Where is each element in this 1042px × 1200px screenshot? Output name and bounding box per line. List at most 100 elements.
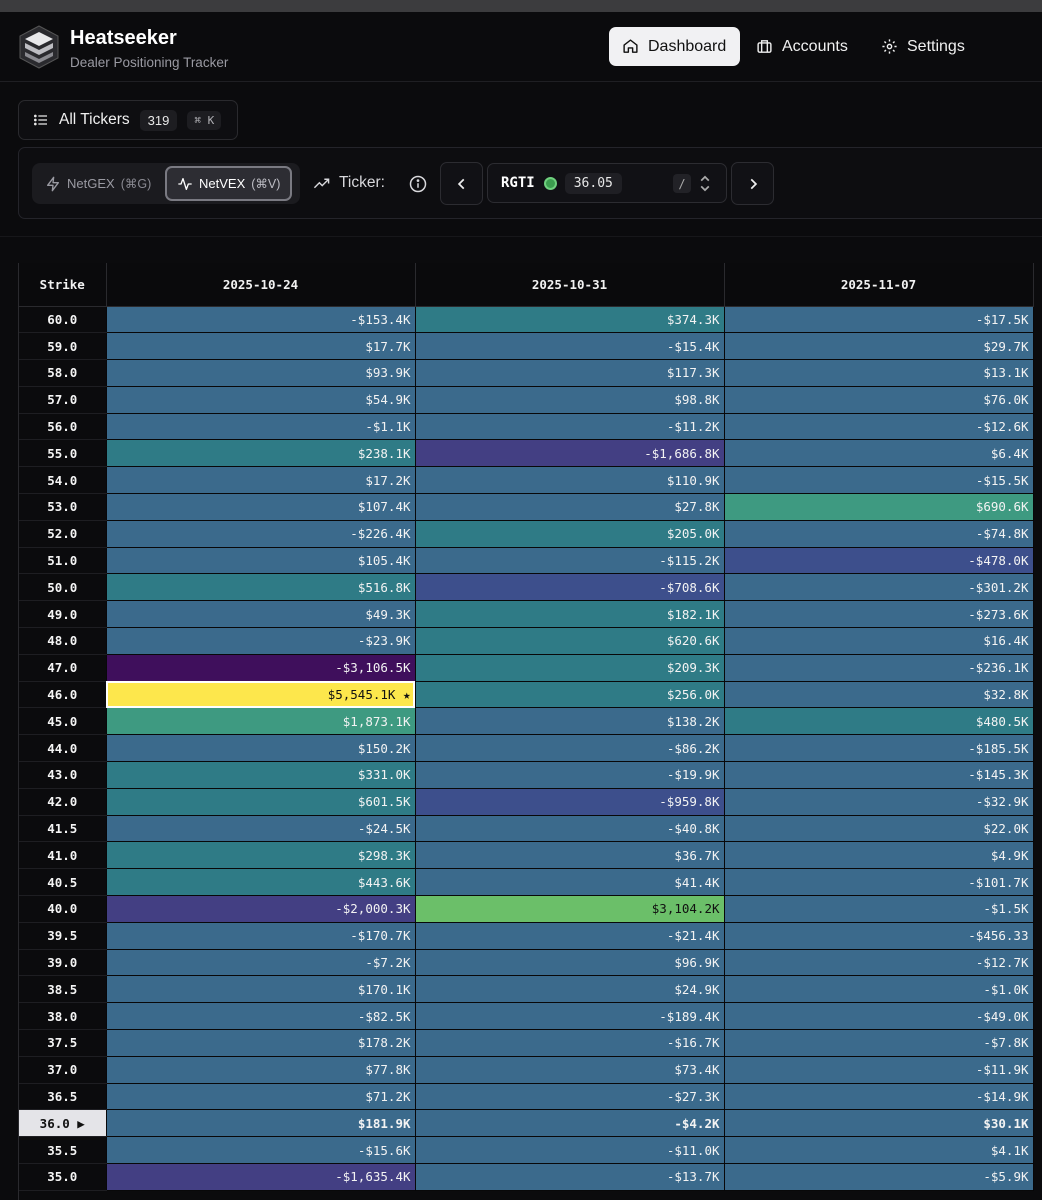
heatmap-cell[interactable]: -$21.4K (415, 922, 725, 950)
heatmap-cell[interactable]: -$273.6K (724, 600, 1034, 629)
heatmap-cell[interactable]: -$15.5K (724, 466, 1034, 495)
netgex-toggle[interactable]: NetGEX (⌘G) (35, 166, 161, 201)
heatmap-cell[interactable]: -$2,000.3K (106, 895, 416, 923)
heatmap-cell[interactable]: $238.1K (106, 439, 416, 468)
heatmap-cell[interactable]: $374.3K (415, 306, 725, 334)
heatmap-cell[interactable]: -$15.4K (415, 332, 725, 361)
heatmap-cell[interactable]: $36.7K (415, 841, 725, 870)
heatmap-cell[interactable]: $77.8K (106, 1056, 416, 1084)
heatmap-cell[interactable]: $32.8K (724, 681, 1034, 709)
heatmap-cell[interactable]: -$86.2K (415, 734, 725, 763)
heatmap-cell[interactable]: $516.8K (106, 573, 416, 602)
heatmap-cell[interactable]: -$478.0K (724, 547, 1034, 575)
heatmap-cell[interactable]: -$1.0K (724, 975, 1034, 1004)
heatmap-cell[interactable]: $3,104.2K (415, 895, 725, 923)
expiration-header[interactable]: 2025-10-31 (415, 263, 725, 307)
heatmap-cell[interactable]: -$3,106.5K (106, 654, 416, 682)
heatmap-cell[interactable]: $22.0K (724, 815, 1034, 843)
heatmap-cell[interactable]: $41.4K (415, 868, 725, 897)
heatmap-table-container[interactable]: Strike 2025-10-24 2025-10-31 2025-11-07 … (18, 263, 1042, 1200)
heatmap-cell[interactable]: $105.4K (106, 547, 416, 575)
heatmap-cell[interactable]: -$226.4K (106, 520, 416, 548)
heatmap-cell[interactable]: $443.6K (106, 868, 416, 897)
heatmap-cell[interactable]: $13.1K (724, 359, 1034, 387)
heatmap-cell[interactable]: -$15.6K (106, 1136, 416, 1164)
heatmap-cell[interactable]: -$19.9K (415, 761, 725, 789)
heatmap-cell[interactable]: -$1,686.8K (415, 439, 725, 468)
heatmap-cell[interactable]: $138.2K (415, 707, 725, 736)
netvex-toggle[interactable]: NetVEX (⌘V) (165, 166, 293, 201)
heatmap-cell[interactable]: $16.4K (724, 627, 1034, 655)
heatmap-cell[interactable]: $601.5K (106, 788, 416, 816)
heatmap-cell[interactable]: $620.6K (415, 627, 725, 655)
nav-accounts-button[interactable]: Accounts (743, 27, 861, 66)
ticker-selector[interactable]: RGTI 36.05 / (487, 163, 727, 203)
heatmap-cell[interactable]: $5,545.1K ★ (106, 681, 416, 709)
heatmap-cell[interactable]: $49.3K (106, 600, 416, 629)
heatmap-cell[interactable]: $98.8K (415, 386, 725, 414)
heatmap-cell[interactable]: -$11.2K (415, 413, 725, 441)
heatmap-cell[interactable]: -$456.33 (724, 922, 1034, 950)
heatmap-cell[interactable]: $93.9K (106, 359, 416, 387)
heatmap-cell[interactable]: $110.9K (415, 466, 725, 495)
heatmap-cell[interactable]: $6.4K (724, 439, 1034, 468)
heatmap-cell[interactable]: -$1,635.4K (106, 1163, 416, 1191)
heatmap-cell[interactable]: $54.9K (106, 386, 416, 414)
heatmap-cell[interactable]: -$708.6K (415, 573, 725, 602)
heatmap-cell[interactable]: -$236.1K (724, 654, 1034, 682)
heatmap-cell[interactable]: -$24.5K (106, 815, 416, 843)
heatmap-cell[interactable]: -$11.0K (415, 1136, 725, 1164)
heatmap-cell[interactable]: $205.0K (415, 520, 725, 548)
heatmap-cell[interactable]: -$1.5K (724, 895, 1034, 923)
heatmap-cell[interactable]: -$1.1K (106, 413, 416, 441)
heatmap-cell[interactable]: -$12.7K (724, 949, 1034, 977)
nav-dashboard-button[interactable]: Dashboard (609, 27, 740, 66)
heatmap-cell[interactable]: $73.4K (415, 1056, 725, 1084)
heatmap-cell[interactable]: -$7.2K (106, 949, 416, 977)
heatmap-cell[interactable]: $331.0K (106, 761, 416, 789)
heatmap-cell[interactable]: $27.8K (415, 493, 725, 521)
heatmap-cell[interactable]: $17.2K (106, 466, 416, 495)
heatmap-cell[interactable]: -$115.2K (415, 547, 725, 575)
all-tickers-button[interactable]: All Tickers 319 ⌘ K (18, 100, 238, 140)
heatmap-cell[interactable]: $4.9K (724, 841, 1034, 870)
heatmap-cell[interactable]: -$16.7K (415, 1029, 725, 1057)
heatmap-cell[interactable]: $170.1K (106, 975, 416, 1004)
heatmap-cell[interactable]: $76.0K (724, 386, 1034, 414)
heatmap-cell[interactable]: -$959.8K (415, 788, 725, 816)
heatmap-cell[interactable]: -$40.8K (415, 815, 725, 843)
heatmap-cell[interactable]: -$301.2K (724, 573, 1034, 602)
heatmap-cell[interactable]: $480.5K (724, 707, 1034, 736)
heatmap-cell[interactable]: -$14.9K (724, 1083, 1034, 1111)
heatmap-cell[interactable]: $24.9K (415, 975, 725, 1004)
heatmap-cell[interactable]: $209.3K (415, 654, 725, 682)
heatmap-cell[interactable]: -$4.2K (415, 1109, 725, 1138)
expiration-header[interactable]: 2025-11-07 (724, 263, 1034, 307)
heatmap-cell[interactable]: $150.2K (106, 734, 416, 763)
heatmap-cell[interactable]: $29.7K (724, 332, 1034, 361)
heatmap-cell[interactable]: -$49.0K (724, 1002, 1034, 1031)
nav-settings-button[interactable]: Settings (868, 27, 978, 66)
heatmap-cell[interactable]: $96.9K (415, 949, 725, 977)
heatmap-cell[interactable]: -$32.9K (724, 788, 1034, 816)
heatmap-cell[interactable]: -$13.7K (415, 1163, 725, 1191)
heatmap-cell[interactable]: -$185.5K (724, 734, 1034, 763)
heatmap-cell[interactable]: -$27.3K (415, 1083, 725, 1111)
heatmap-cell[interactable]: $107.4K (106, 493, 416, 521)
heatmap-cell[interactable]: -$7.8K (724, 1029, 1034, 1057)
info-icon[interactable] (409, 175, 427, 193)
heatmap-cell[interactable]: -$189.4K (415, 1002, 725, 1031)
heatmap-cell[interactable]: -$153.4K (106, 306, 416, 334)
heatmap-cell[interactable]: -$82.5K (106, 1002, 416, 1031)
heatmap-cell[interactable]: -$145.3K (724, 761, 1034, 789)
heatmap-cell[interactable]: $178.2K (106, 1029, 416, 1057)
heatmap-cell[interactable]: $4.1K (724, 1136, 1034, 1164)
next-ticker-button[interactable] (731, 162, 774, 205)
chevron-updown-icon[interactable] (698, 174, 712, 193)
heatmap-cell[interactable]: -$23.9K (106, 627, 416, 655)
heatmap-cell[interactable]: $71.2K (106, 1083, 416, 1111)
heatmap-cell[interactable]: -$170.7K (106, 922, 416, 950)
heatmap-cell[interactable]: -$101.7K (724, 868, 1034, 897)
heatmap-cell[interactable]: $690.6K (724, 493, 1034, 521)
heatmap-cell[interactable]: $1,873.1K (106, 707, 416, 736)
